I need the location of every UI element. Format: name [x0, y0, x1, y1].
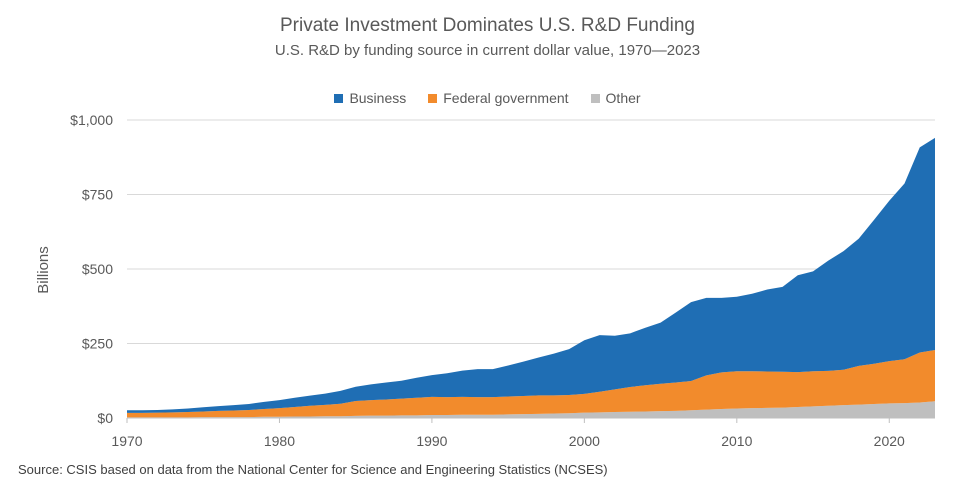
legend-item-other: Other: [590, 90, 641, 106]
y-tick-label: $750: [82, 187, 113, 203]
legend-swatch-other: [590, 93, 600, 103]
y-axis-label: Billions: [35, 246, 52, 294]
x-tick-label: 1970: [111, 433, 142, 449]
legend-swatch-business: [334, 93, 344, 103]
area-other: [127, 401, 935, 418]
y-tick-label: $250: [82, 336, 113, 352]
x-tick-label: 1980: [264, 433, 295, 449]
legend-label-federal: Federal government: [443, 90, 569, 106]
x-tick-label: 2010: [721, 433, 752, 449]
legend-item-federal: Federal government: [428, 90, 569, 106]
area-business: [127, 137, 935, 413]
axes: $0 $250 $500 $750 $1,000 1970 1980 1990 2000 2010…: [70, 112, 935, 449]
area-federal-government: [127, 350, 935, 418]
legend-label-other: Other: [605, 90, 641, 106]
stacked-areas: [127, 137, 935, 418]
x-tick-label: 2000: [569, 433, 600, 449]
y-tick-label: $0: [97, 410, 113, 426]
chart-title: Private Investment Dominates U.S. R&D Fu…: [279, 15, 695, 36]
x-tick-label: 2020: [874, 433, 905, 449]
chart-legend: Business Federal government Other: [0, 90, 975, 106]
y-tick-label: $1,000: [70, 112, 113, 128]
legend-swatch-federal: [428, 93, 438, 103]
y-tick-label: $500: [82, 261, 113, 277]
x-tick-label: 1990: [416, 433, 447, 449]
chart-subtitle: U.S. R&D by funding source in current do…: [274, 42, 701, 59]
legend-label-business: Business: [349, 90, 407, 106]
chart-source: Source: CSIS based on data from the Nati…: [18, 462, 608, 477]
legend-item-business: Business: [334, 90, 406, 106]
